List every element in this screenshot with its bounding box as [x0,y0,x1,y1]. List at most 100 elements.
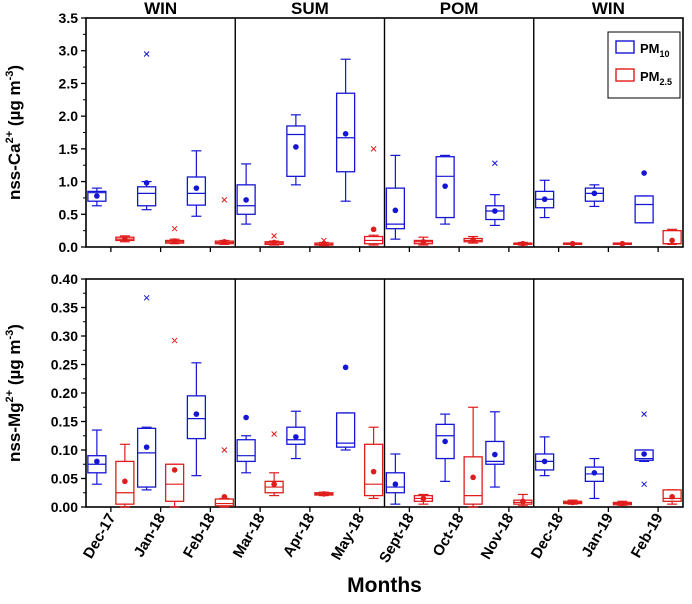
pm10-box-ca-box [286,125,306,177]
y-tick-label-ca: 3.0 [59,43,79,59]
pm25-box-ca-mean-point [470,237,476,243]
x-tick-label: Jan-19 [578,511,616,561]
pm25-box-mg-box [164,463,185,502]
pm25-box-mg-box [463,456,483,505]
y-tick-label-ca: 2.5 [59,75,79,91]
pm10-box-ca-outlier [492,160,498,167]
y-tick-label-ca: 1.0 [59,174,79,190]
pm25-box-ca-outlier [221,197,228,203]
pm10-box-mg-outlier [641,411,647,417]
pm10-box-ca-mean-point [492,208,498,214]
pm10-box-mg-box [236,439,256,463]
pm10-box-mg-outlier [143,294,150,301]
legend-label-0: PM10 [640,41,670,59]
y-tick-label-mg: 0.35 [51,300,78,316]
pm25-box-mg-mean-point [470,474,476,481]
pm25-box-mg-box [214,498,235,507]
x-tick-label: Feb-18 [180,511,219,561]
pm10-box-ca-box [186,176,207,206]
x-tick-label: May-18 [328,511,368,564]
pm25-box-ca-mean-point [520,240,526,247]
legend-label-1: PM2.5 [640,69,672,87]
pm10-box-mg-mean-point [94,458,100,465]
pm10-box-mg-mean-point [293,434,299,440]
pm25-box-ca-mean-point [122,236,128,242]
pm25-box-mg-mean-point [321,491,327,497]
y-tick-label-ca: 0.0 [59,239,79,255]
pm25-box-mg-mean-point [569,499,576,506]
pm10-box-ca-mean-point [342,131,349,137]
pm25-box-ca-outlier [321,237,327,244]
season-label: SUM [291,0,329,18]
y-axis-label-ca: nss-Ca2+ (µg m-3) [4,65,24,200]
pm10-box-mg-mean-point [342,364,349,371]
pm10-box-ca-box [136,186,157,207]
pm25-box-ca-outlier [271,233,277,239]
pm25-box-mg-mean-point [520,498,526,505]
y-tick-label-mg: 0.20 [51,385,78,401]
x-tick-label: Dec-17 [80,511,119,562]
pm10-box-ca-mean-point [541,196,548,203]
pm10-box-ca-box [634,195,654,224]
y-tick-label-mg: 0.30 [51,328,78,344]
pm25-box-mg-mean-point [271,481,277,488]
pm10-box-mg-mean-point [641,451,647,457]
pm10-box-mg-box [186,395,207,440]
x-tick-label: Mar-18 [230,511,269,561]
x-tick-label: Jan-18 [131,511,169,561]
y-tick-label-mg: 0.40 [51,271,78,287]
pm10-box-mg-outlier [641,481,647,488]
pm10-box-mg-mean-point [591,470,598,476]
y-tick-label-mg: 0.15 [51,414,78,430]
y-axis-label-mg: nss-Mg2+ (µg m-3) [4,324,24,462]
pm10-box-ca-mean-point [442,183,448,189]
x-tick-label: Apr-18 [280,511,318,561]
pm25-box-mg-mean-point [370,468,377,475]
x-tick-label: Feb-19 [628,511,667,561]
pm10-box-mg-mean-point [193,411,200,417]
y-tick-label-mg: 0.00 [51,499,78,515]
x-tick-label: Dec-18 [528,511,567,562]
pm25-box-mg-mean-point [122,478,128,485]
pm25-box-ca-outlier [171,225,178,232]
pm25-box-mg-mean-point [221,493,228,500]
pm10-box-ca-mean-point [392,207,399,214]
legend-swatch-1 [615,68,635,82]
pm10-box-ca-mean-point [193,185,200,191]
pm25-box-ca-mean-point [619,240,626,247]
pm10-box-ca-mean-point [243,197,249,203]
season-label: POM [440,0,479,18]
pm10-box-mg-mean-point [243,414,249,421]
pm25-box-ca-mean-point [370,226,377,233]
pm10-box-mg-mean-point [492,451,498,458]
pm25-box-ca-mean-point [420,238,427,245]
pm10-box-ca-mean-point [143,180,150,186]
y-tick-label-mg: 0.10 [51,442,78,458]
legend-swatch-0 [615,40,635,54]
x-tick-label: Sept-18 [376,511,418,566]
y-tick-label-mg: 0.05 [51,471,78,487]
season-label: WIN [144,0,177,18]
season-label: WIN [592,0,625,18]
pm25-box-mg-outlier [271,431,277,437]
pm25-box-mg-outlier [171,337,178,344]
pm25-box-ca-mean-point [271,239,277,246]
pm25-box-ca-mean-point [569,240,576,247]
pm25-box-mg-mean-point [619,500,626,507]
pm10-box-ca-mean-point [293,144,299,150]
pm10-box-mg-box [136,427,157,488]
pm10-box-mg-mean-point [143,444,150,450]
pm25-box-ca-mean-point [669,237,675,244]
x-axis-title: Months [347,574,422,597]
pm10-box-mg-mean-point [442,438,448,445]
x-tick-label: Oct-18 [430,511,468,560]
pm10-box-ca-outlier [143,51,150,57]
x-tick-label: Nov-18 [478,511,518,563]
y-tick-label-ca: 1.5 [59,141,79,157]
pm25-box-ca-outlier [370,146,377,152]
pm25-box-ca-mean-point [221,238,228,245]
pm25-box-mg-mean-point [669,493,675,500]
y-tick-label-ca: 2.0 [59,108,79,124]
